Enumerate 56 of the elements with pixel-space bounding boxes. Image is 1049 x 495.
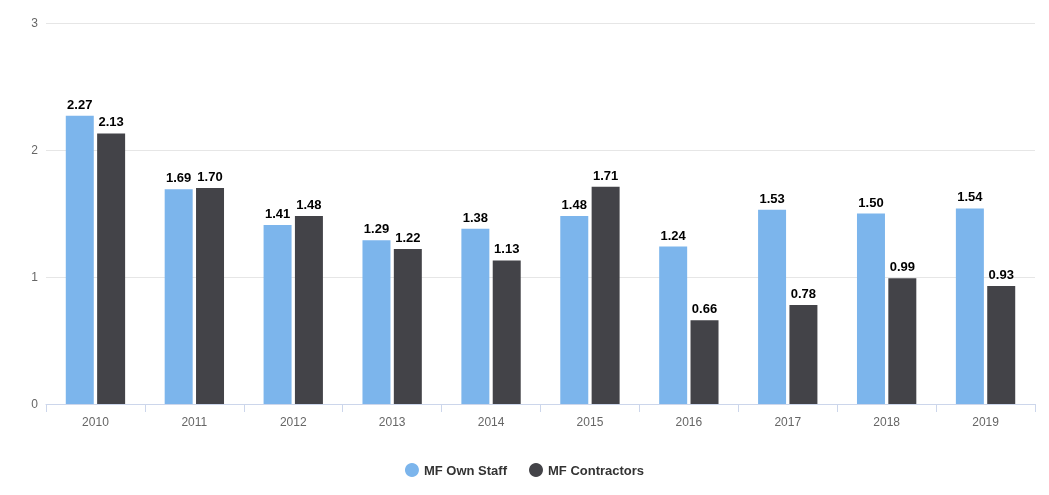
bar bbox=[789, 304, 818, 404]
data-label: 1.48 bbox=[561, 197, 587, 213]
x-tick-label: 2017 bbox=[774, 415, 802, 429]
y-tick-label: 1 bbox=[31, 270, 39, 284]
data-label: 1.22 bbox=[395, 230, 421, 246]
legend-label: MF Own Staff bbox=[423, 462, 508, 478]
bar bbox=[955, 208, 984, 404]
bar bbox=[560, 216, 589, 404]
data-label: 1.48 bbox=[296, 197, 322, 213]
bar bbox=[263, 224, 292, 404]
data-label: 1.53 bbox=[759, 190, 785, 206]
data-label: 1.38 bbox=[462, 209, 489, 225]
bar bbox=[65, 115, 94, 404]
data-label: 1.41 bbox=[264, 205, 291, 221]
bar bbox=[461, 228, 490, 404]
x-tick-label: 2018 bbox=[873, 415, 901, 429]
bar bbox=[492, 260, 521, 404]
x-tick-label: 2015 bbox=[576, 415, 604, 429]
data-label: 0.78 bbox=[790, 285, 817, 301]
x-tick-label: 2014 bbox=[477, 415, 505, 429]
data-label: 1.71 bbox=[592, 167, 619, 183]
bar bbox=[294, 216, 323, 404]
data-label: 2.13 bbox=[98, 114, 124, 130]
data-label: 1.50 bbox=[858, 194, 884, 210]
x-tick-label: 2012 bbox=[279, 415, 307, 429]
data-label: 1.54 bbox=[957, 189, 984, 205]
bar bbox=[987, 285, 1016, 404]
y-tick-label: 2 bbox=[31, 143, 39, 157]
data-label: 1.70 bbox=[197, 169, 223, 185]
legend-label: MF Contractors bbox=[547, 462, 645, 478]
bar bbox=[97, 133, 126, 404]
x-tick-label: 2013 bbox=[378, 415, 406, 429]
x-tick-label: 2016 bbox=[675, 415, 703, 429]
x-tick-label: 2010 bbox=[82, 415, 110, 429]
data-label: 1.13 bbox=[494, 241, 520, 257]
bar bbox=[690, 320, 719, 404]
data-label: 2.27 bbox=[67, 96, 93, 112]
data-label: 0.99 bbox=[889, 259, 915, 275]
data-label: 0.93 bbox=[988, 266, 1014, 282]
bar bbox=[591, 186, 620, 404]
bar bbox=[196, 188, 225, 404]
x-tick-label: 2019 bbox=[972, 415, 1000, 429]
bar bbox=[362, 240, 391, 404]
data-label: 1.24 bbox=[660, 227, 687, 243]
data-label: 0.66 bbox=[691, 301, 718, 317]
y-tick-label: 0 bbox=[31, 397, 39, 411]
bar bbox=[164, 189, 193, 404]
data-label: 1.29 bbox=[363, 221, 390, 237]
y-tick-label: 3 bbox=[31, 16, 39, 30]
bar bbox=[758, 209, 787, 404]
bar bbox=[393, 249, 422, 404]
bar bbox=[888, 278, 917, 404]
x-tick-label: 2011 bbox=[181, 415, 208, 429]
bar bbox=[659, 246, 688, 404]
data-label: 1.69 bbox=[166, 170, 192, 186]
bar bbox=[856, 213, 885, 404]
